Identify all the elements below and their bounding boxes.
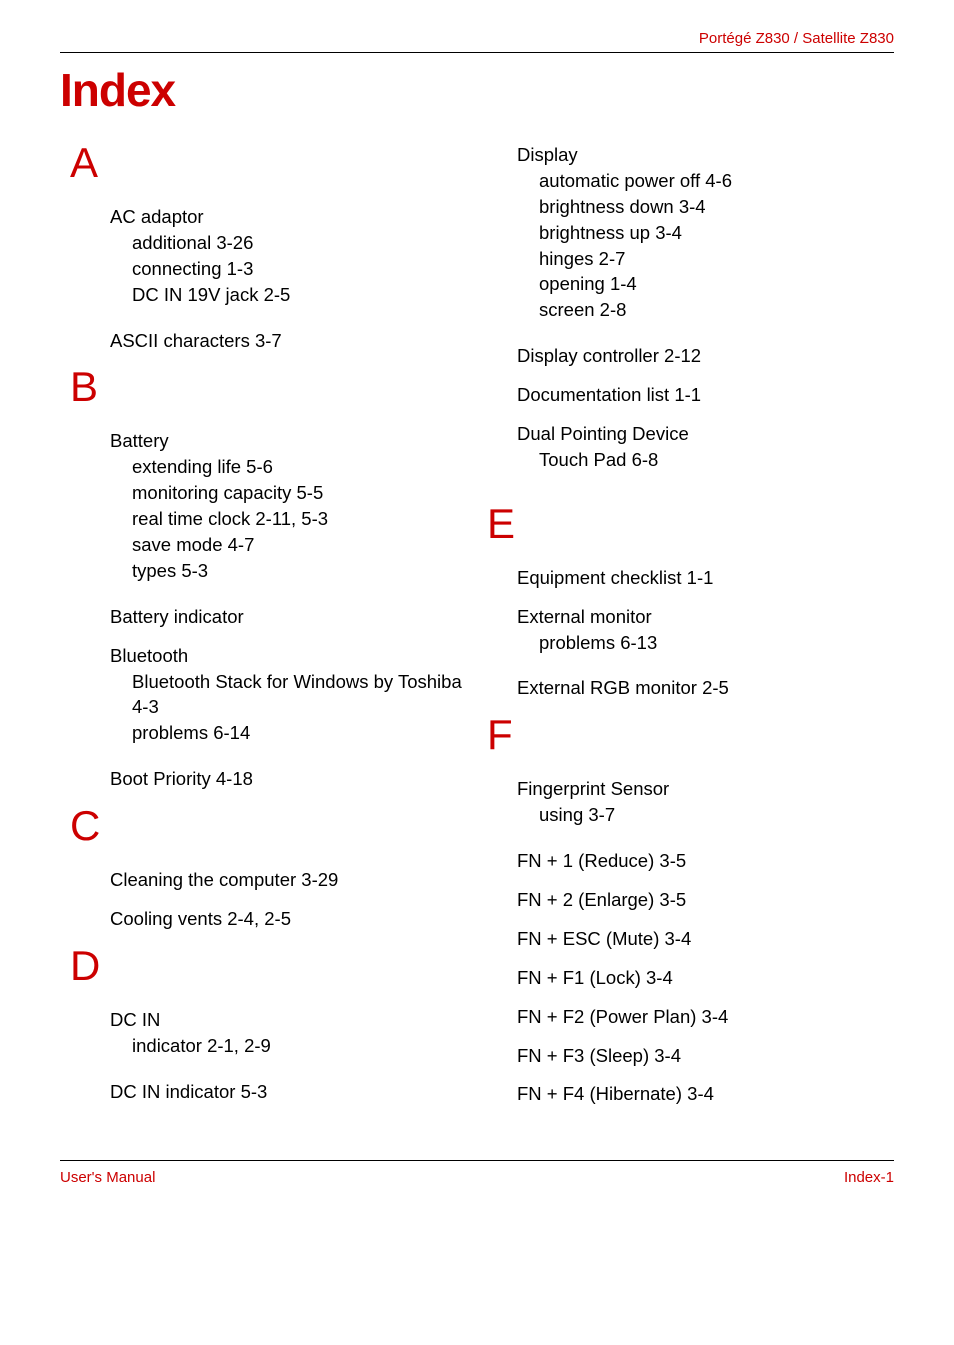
entry-external-rgb: External RGB monitor 2-5 [517, 675, 894, 701]
section-letter-a: A [70, 142, 467, 184]
header-rule [60, 52, 894, 53]
entry-sub: opening 1-4 [539, 271, 894, 297]
entry-fnesc: FN + ESC (Mute) 3-4 [517, 926, 894, 952]
entry-cleaning: Cleaning the computer 3-29 [110, 867, 467, 893]
entry-fn2: FN + 2 (Enlarge) 3-5 [517, 887, 894, 913]
entry-fnf1: FN + F1 (Lock) 3-4 [517, 965, 894, 991]
entry-sub: types 5-3 [132, 558, 467, 584]
index-columns: A AC adaptor additional 3-26 connecting … [60, 142, 894, 1120]
section-letter-e: E [487, 503, 894, 545]
entry-display: Display automatic power off 4-6 brightne… [517, 142, 894, 323]
entry-fnf3: FN + F3 (Sleep) 3-4 [517, 1043, 894, 1069]
entry-sub: brightness up 3-4 [539, 220, 894, 246]
entry-sub: DC IN 19V jack 2-5 [132, 282, 467, 308]
entry-sub: brightness down 3-4 [539, 194, 894, 220]
entry-sub: problems 6-14 [132, 720, 467, 746]
entry-battery: Battery extending life 5-6 monitoring ca… [110, 428, 467, 583]
entry-documentation: Documentation list 1-1 [517, 382, 894, 408]
entry-sub: screen 2-8 [539, 297, 894, 323]
entry-head: Fingerprint Sensor [517, 776, 894, 802]
header-product: Portégé Z830 / Satellite Z830 [60, 30, 894, 47]
entry-sub: additional 3-26 [132, 230, 467, 256]
entry-battery-indicator: Battery indicator [110, 604, 467, 630]
entry-head: Bluetooth [110, 643, 467, 669]
entry-sub: connecting 1-3 [132, 256, 467, 282]
entry-boot-priority: Boot Priority 4-18 [110, 766, 467, 792]
section-letter-f: F [487, 714, 894, 756]
entry-sub: real time clock 2-11, 5-3 [132, 506, 467, 532]
entry-sub: automatic power off 4-6 [539, 168, 894, 194]
entry-dc-in-indicator: DC IN indicator 5-3 [110, 1079, 467, 1105]
entry-sub: Bluetooth Stack for Windows by Toshiba 4… [132, 669, 467, 721]
entry-external-monitor: External monitor problems 6-13 [517, 604, 894, 656]
entry-head: DC IN [110, 1007, 467, 1033]
entry-fn1: FN + 1 (Reduce) 3-5 [517, 848, 894, 874]
entry-sub: indicator 2-1, 2-9 [132, 1033, 467, 1059]
entry-fnf2: FN + F2 (Power Plan) 3-4 [517, 1004, 894, 1030]
entry-sub: using 3-7 [539, 802, 894, 828]
entry-ascii: ASCII characters 3-7 [110, 328, 467, 354]
entry-dc-in: DC IN indicator 2-1, 2-9 [110, 1007, 467, 1059]
entry-sub: hinges 2-7 [539, 246, 894, 272]
entry-head: External monitor [517, 604, 894, 630]
entry-bluetooth: Bluetooth Bluetooth Stack for Windows by… [110, 643, 467, 747]
right-column: Display automatic power off 4-6 brightne… [487, 142, 894, 1120]
footer-right: Index-1 [844, 1169, 894, 1186]
entry-sub: Touch Pad 6-8 [539, 447, 894, 473]
entry-head: Dual Pointing Device [517, 421, 894, 447]
entry-sub: problems 6-13 [539, 630, 894, 656]
page: Portégé Z830 / Satellite Z830 Index A AC… [0, 0, 954, 1216]
entry-dual-pointing: Dual Pointing Device Touch Pad 6-8 [517, 421, 894, 473]
section-letter-c: C [70, 805, 467, 847]
entry-cooling: Cooling vents 2-4, 2-5 [110, 906, 467, 932]
entry-head: Battery [110, 428, 467, 454]
footer: User's Manual Index-1 [60, 1160, 894, 1186]
section-letter-b: B [70, 366, 467, 408]
entry-fingerprint: Fingerprint Sensor using 3-7 [517, 776, 894, 828]
entry-ac-adaptor: AC adaptor additional 3-26 connecting 1-… [110, 204, 467, 308]
page-title: Index [60, 63, 894, 117]
entry-sub: extending life 5-6 [132, 454, 467, 480]
entry-equipment: Equipment checklist 1-1 [517, 565, 894, 591]
section-letter-d: D [70, 945, 467, 987]
entry-display-controller: Display controller 2-12 [517, 343, 894, 369]
footer-left: User's Manual [60, 1169, 155, 1186]
entry-sub: monitoring capacity 5-5 [132, 480, 467, 506]
entry-head: Display [517, 142, 894, 168]
entry-fnf4: FN + F4 (Hibernate) 3-4 [517, 1081, 894, 1107]
entry-sub: save mode 4-7 [132, 532, 467, 558]
left-column: A AC adaptor additional 3-26 connecting … [60, 142, 467, 1120]
entry-head: AC adaptor [110, 204, 467, 230]
